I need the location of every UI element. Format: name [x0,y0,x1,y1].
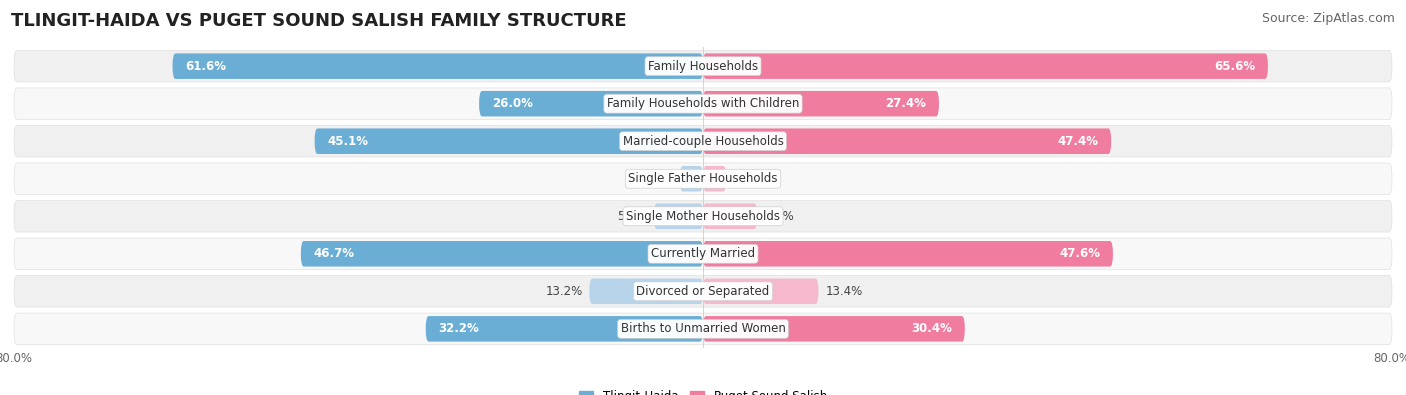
FancyBboxPatch shape [703,241,1114,267]
FancyBboxPatch shape [14,163,1392,194]
FancyBboxPatch shape [703,128,1111,154]
Legend: Tlingit-Haida, Puget Sound Salish: Tlingit-Haida, Puget Sound Salish [574,385,832,395]
FancyBboxPatch shape [426,316,703,342]
FancyBboxPatch shape [173,53,703,79]
Text: TLINGIT-HAIDA VS PUGET SOUND SALISH FAMILY STRUCTURE: TLINGIT-HAIDA VS PUGET SOUND SALISH FAMI… [11,12,627,30]
FancyBboxPatch shape [703,278,818,304]
Text: Family Households with Children: Family Households with Children [607,97,799,110]
Text: Births to Unmarried Women: Births to Unmarried Women [620,322,786,335]
Text: 45.1%: 45.1% [328,135,368,148]
Text: 27.4%: 27.4% [886,97,927,110]
Text: Single Mother Households: Single Mother Households [626,210,780,223]
Text: 2.7%: 2.7% [643,172,673,185]
Text: 6.3%: 6.3% [763,210,794,223]
Text: 13.4%: 13.4% [825,285,862,298]
FancyBboxPatch shape [479,91,703,117]
FancyBboxPatch shape [14,51,1392,82]
Text: 61.6%: 61.6% [186,60,226,73]
FancyBboxPatch shape [703,91,939,117]
Text: Currently Married: Currently Married [651,247,755,260]
FancyBboxPatch shape [589,278,703,304]
FancyBboxPatch shape [301,241,703,267]
Text: 46.7%: 46.7% [314,247,354,260]
FancyBboxPatch shape [315,128,703,154]
Text: Married-couple Households: Married-couple Households [623,135,783,148]
FancyBboxPatch shape [703,166,727,192]
FancyBboxPatch shape [14,201,1392,232]
Text: 2.7%: 2.7% [733,172,763,185]
Text: 47.4%: 47.4% [1057,135,1098,148]
Text: 5.7%: 5.7% [617,210,647,223]
FancyBboxPatch shape [14,313,1392,344]
Text: 65.6%: 65.6% [1213,60,1256,73]
FancyBboxPatch shape [703,316,965,342]
Text: Family Households: Family Households [648,60,758,73]
FancyBboxPatch shape [14,238,1392,269]
Text: 26.0%: 26.0% [492,97,533,110]
Text: Source: ZipAtlas.com: Source: ZipAtlas.com [1261,12,1395,25]
Text: 30.4%: 30.4% [911,322,952,335]
FancyBboxPatch shape [703,53,1268,79]
FancyBboxPatch shape [654,203,703,229]
Text: 47.6%: 47.6% [1059,247,1099,260]
Text: Single Father Households: Single Father Households [628,172,778,185]
FancyBboxPatch shape [14,126,1392,157]
Text: 13.2%: 13.2% [546,285,582,298]
Text: Divorced or Separated: Divorced or Separated [637,285,769,298]
FancyBboxPatch shape [679,166,703,192]
FancyBboxPatch shape [14,88,1392,119]
FancyBboxPatch shape [14,276,1392,307]
Text: 32.2%: 32.2% [439,322,479,335]
FancyBboxPatch shape [703,203,758,229]
